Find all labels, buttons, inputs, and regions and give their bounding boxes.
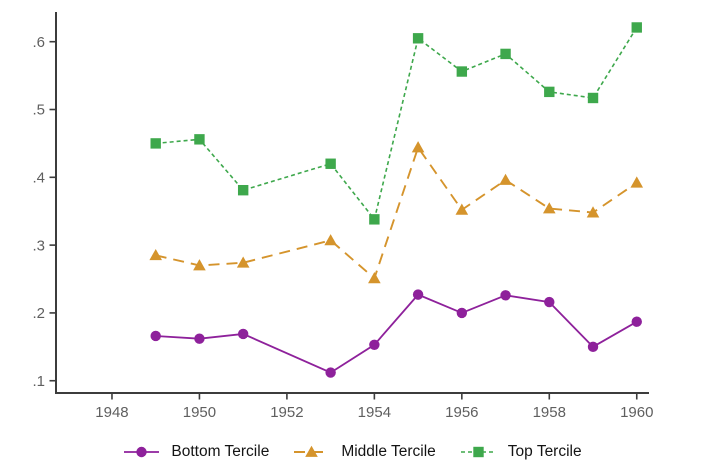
marker-bottom-tercile-1957 <box>500 290 511 301</box>
y-tick-label-.5: .5 <box>32 102 45 119</box>
marker-middle-tercile-1958 <box>542 202 556 214</box>
series-line-bottom-tercile <box>155 293 638 374</box>
marker-bottom-tercile-1956 <box>456 307 468 319</box>
marker-bottom-tercile-1958 <box>544 296 555 308</box>
marker-middle-tercile-1949 <box>149 248 163 261</box>
marker-top-tercile-1951 <box>237 184 249 196</box>
marker-middle-tercile-1953 <box>324 234 337 246</box>
tercile-line-chart: .1 .2 .3 .4 .5 .6 1948 1950 1952 1954 1956 1958 1960 <box>32 12 653 421</box>
marker-top-tercile-1949 <box>150 138 161 149</box>
legend-item-top-tercile: Top Tercile <box>460 444 582 460</box>
marker-middle-tercile-1960 <box>630 176 644 188</box>
marker-middle-tercile-1950 <box>193 259 206 271</box>
bottom-tercile-line-icon <box>124 446 160 458</box>
marker-top-tercile-1956 <box>456 66 468 77</box>
marker-bottom-tercile-1950 <box>194 333 205 344</box>
marker-bottom-tercile-1955 <box>412 289 424 300</box>
marker-top-tercile-1958 <box>544 86 555 98</box>
legend-label-middle-tercile: Middle Tercile <box>341 443 436 461</box>
y-tick-label-.4: .4 <box>32 170 45 187</box>
marker-bottom-tercile-1949 <box>150 330 161 342</box>
middle-tercile-line-icon <box>294 445 330 457</box>
marker-bottom-tercile-1959 <box>587 341 599 353</box>
marker-top-tercile-1953 <box>325 158 336 169</box>
marker-bottom-tercile-1954 <box>369 339 380 350</box>
y-tick-label-.2: .2 <box>32 305 45 322</box>
marker-middle-tercile-1956 <box>455 203 469 215</box>
marker-middle-tercile-1951 <box>236 256 250 268</box>
legend-item-middle-tercile: Middle Tercile <box>293 443 436 461</box>
chart-legend: Bottom Tercile Middle Tercile Top Tercil… <box>0 432 705 472</box>
marker-middle-tercile-1957 <box>499 173 512 185</box>
y-tick-label-.1: .1 <box>32 373 45 390</box>
legend-item-bottom-tercile: Bottom Tercile <box>123 444 269 460</box>
marker-middle-tercile-1959 <box>586 206 600 218</box>
x-tick-label-1954: 1954 <box>358 404 391 421</box>
top-tercile-line-icon <box>460 446 496 458</box>
y-tick-label-.3: .3 <box>32 237 45 254</box>
x-tick-label-1960: 1960 <box>620 404 653 421</box>
marker-top-tercile-1957 <box>500 48 511 60</box>
marker-top-tercile-1950 <box>194 134 205 145</box>
x-tick-label-1948: 1948 <box>95 404 128 421</box>
marker-top-tercile-1960 <box>631 22 642 33</box>
marker-middle-tercile-1955 <box>411 141 425 153</box>
x-tick-label-1956: 1956 <box>445 404 478 421</box>
legend-label-top-tercile: Top Tercile <box>507 443 582 461</box>
marker-middle-tercile-1954 <box>368 272 381 284</box>
marker-top-tercile-1954 <box>369 214 380 225</box>
marker-bottom-tercile-1953 <box>325 367 336 378</box>
marker-top-tercile-1955 <box>412 33 424 44</box>
marker-top-tercile-1959 <box>587 92 599 104</box>
legend-label-bottom-tercile: Bottom Tercile <box>171 443 270 461</box>
x-tick-label-1950: 1950 <box>183 404 216 421</box>
circle-icon <box>136 446 148 458</box>
x-tick-label-1952: 1952 <box>270 404 303 421</box>
series-line-middle-tercile <box>155 145 638 280</box>
square-icon <box>473 446 484 458</box>
series-line-top-tercile <box>155 27 638 222</box>
y-tick-label-.6: .6 <box>32 34 45 51</box>
marker-bottom-tercile-1960 <box>631 316 642 327</box>
marker-bottom-tercile-1951 <box>237 328 249 340</box>
triangle-icon <box>305 445 319 457</box>
x-tick-label-1958: 1958 <box>533 404 566 421</box>
